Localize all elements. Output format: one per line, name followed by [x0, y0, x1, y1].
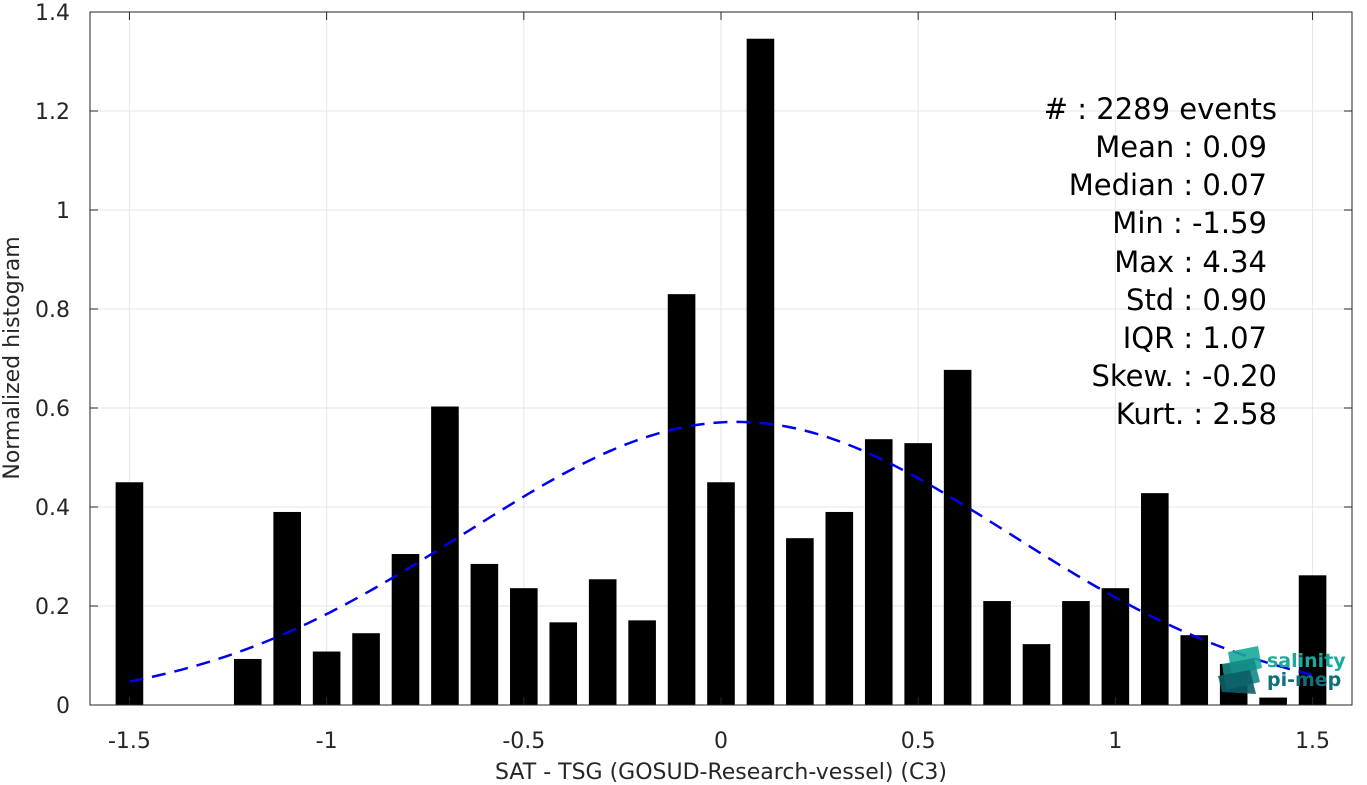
- histogram-bar: [1259, 697, 1287, 705]
- histogram-bar: [391, 554, 420, 705]
- y-tick-label: 0: [56, 694, 70, 719]
- histogram-bar: [1022, 644, 1051, 705]
- histogram-bar: [825, 511, 854, 705]
- stat-kurt: Kurt. : 2.58: [1116, 397, 1277, 431]
- x-tick-label: 1: [1108, 729, 1122, 754]
- y-tick-label: 1: [56, 199, 70, 224]
- x-tick-label: 1.5: [1295, 729, 1330, 754]
- stat-max: Max : 4.34: [1114, 245, 1267, 279]
- histogram-bar: [1180, 635, 1209, 705]
- histogram-bar: [352, 633, 380, 705]
- stat-std: Std : 0.90: [1126, 283, 1267, 317]
- histogram-bar: [233, 658, 262, 705]
- ticks: [90, 11, 1352, 706]
- x-tick-label: -1.5: [108, 729, 151, 754]
- histogram-bar: [549, 622, 578, 705]
- histogram-bar: [115, 482, 144, 705]
- stat-mean: Mean : 0.09: [1095, 130, 1267, 164]
- x-tick-label: 0: [714, 729, 728, 754]
- histogram-bar: [786, 538, 814, 705]
- y-tick-label: 0.4: [35, 496, 70, 521]
- stats-box: # : 2289 events Mean : 0.09 Median : 0.0…: [1044, 92, 1277, 431]
- histogram-bar: [983, 601, 1011, 705]
- histogram-bar: [943, 369, 972, 705]
- y-tick-label: 1.4: [35, 1, 70, 26]
- y-tick-label: 0.2: [35, 595, 70, 620]
- y-tick-labels: 0 0.2 0.4 0.6 0.8 1 1.2 1.4: [35, 1, 70, 719]
- histogram-bar: [628, 620, 656, 705]
- histogram-bar: [312, 651, 341, 705]
- histogram-bar: [470, 563, 499, 705]
- histogram-bar: [667, 294, 696, 705]
- histogram-bar: [864, 439, 893, 705]
- histogram-bar: [1062, 601, 1090, 705]
- x-tick-labels: -1.5 -1 -0.5 0 0.5 1 1.5: [108, 729, 1330, 754]
- y-tick-label: 0.8: [35, 298, 70, 323]
- x-axis-label: SAT - TSG (GOSUD-Research-vessel) (C3): [495, 760, 947, 785]
- stat-median: Median : 0.07: [1069, 168, 1267, 202]
- histogram-bar: [1298, 575, 1327, 705]
- histogram-bar: [1141, 493, 1169, 705]
- bars: [115, 38, 1327, 706]
- x-tick-label: -1: [316, 729, 338, 754]
- logo-line2: pi-mep: [1267, 669, 1341, 691]
- histogram-bar: [431, 406, 459, 705]
- logo-line1: salinity: [1267, 650, 1346, 672]
- salinity-pimep-logo: salinity pi-mep: [1218, 646, 1346, 694]
- stat-count: # : 2289 events: [1044, 92, 1277, 126]
- normal-fit-curve: [129, 420, 1313, 683]
- histogram-bar: [746, 38, 775, 706]
- histogram-bar: [510, 588, 538, 705]
- histogram-bar: [707, 482, 735, 705]
- x-tick-label: -0.5: [502, 729, 545, 754]
- y-tick-label: 1.2: [35, 100, 70, 125]
- stat-skew: Skew. : -0.20: [1091, 359, 1277, 393]
- x-tick-label: 0.5: [901, 729, 936, 754]
- histogram-bar: [904, 443, 932, 705]
- histogram-bar: [1101, 588, 1130, 705]
- y-tick-label: 0.6: [35, 397, 70, 422]
- histogram-bar: [588, 579, 617, 705]
- stat-min: Min : -1.59: [1112, 206, 1267, 240]
- layered-map-icon: [1218, 646, 1262, 694]
- y-axis-label: Normalized histogram: [0, 236, 25, 479]
- stat-iqr: IQR : 1.07: [1123, 321, 1267, 355]
- histogram-bar: [273, 511, 301, 705]
